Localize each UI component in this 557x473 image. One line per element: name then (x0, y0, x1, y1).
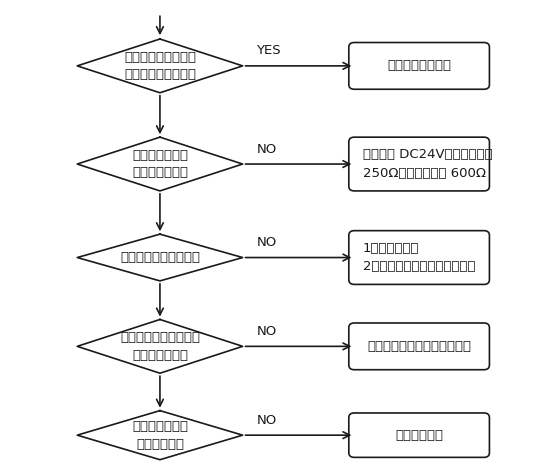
Text: 载电阵是否正确: 载电阵是否正确 (132, 166, 188, 179)
Text: 重新进行灌装: 重新进行灌装 (395, 429, 443, 442)
FancyBboxPatch shape (349, 231, 490, 284)
Text: NO: NO (256, 236, 277, 249)
FancyBboxPatch shape (349, 323, 490, 370)
FancyBboxPatch shape (349, 137, 490, 191)
Text: YES: YES (256, 44, 281, 57)
Text: 的输入信号是否正常: 的输入信号是否正常 (124, 68, 196, 81)
FancyBboxPatch shape (349, 43, 490, 89)
Polygon shape (77, 234, 243, 281)
Text: 显示仪表或控制系统: 显示仪表或控制系统 (124, 51, 196, 63)
Text: 电源应为 DC24V，负载电阵为: 电源应为 DC24V，负载电阵为 (363, 148, 492, 161)
Text: 校准显示控制仪表: 校准显示控制仪表 (387, 60, 451, 72)
Text: 2、检查变送器与显示仪表连线: 2、检查变送器与显示仪表连线 (363, 260, 475, 273)
Text: 检查堵塞点并进行处理或修复: 检查堵塞点并进行处理或修复 (367, 340, 471, 353)
Text: NO: NO (256, 143, 277, 156)
Text: 变送器是否有电流输出: 变送器是否有电流输出 (120, 251, 200, 264)
FancyBboxPatch shape (349, 413, 490, 457)
Text: 离液是否正常: 离液是否正常 (136, 438, 184, 451)
Polygon shape (77, 319, 243, 373)
Text: 检查导压管、取压阀、: 检查导压管、取压阀、 (120, 331, 200, 344)
Text: 1、检查变送器: 1、检查变送器 (363, 242, 419, 254)
Polygon shape (77, 39, 243, 93)
Text: NO: NO (256, 325, 277, 338)
Text: 变送器供电、负: 变送器供电、负 (132, 149, 188, 162)
Text: 检查冷凝液、隔: 检查冷凝液、隔 (132, 420, 188, 433)
Text: NO: NO (256, 414, 277, 427)
Text: 250Ω，最大不超过 600Ω: 250Ω，最大不超过 600Ω (363, 167, 486, 180)
Polygon shape (77, 137, 243, 191)
Polygon shape (77, 411, 243, 460)
Text: 三阀组是否畅通: 三阀组是否畅通 (132, 349, 188, 362)
